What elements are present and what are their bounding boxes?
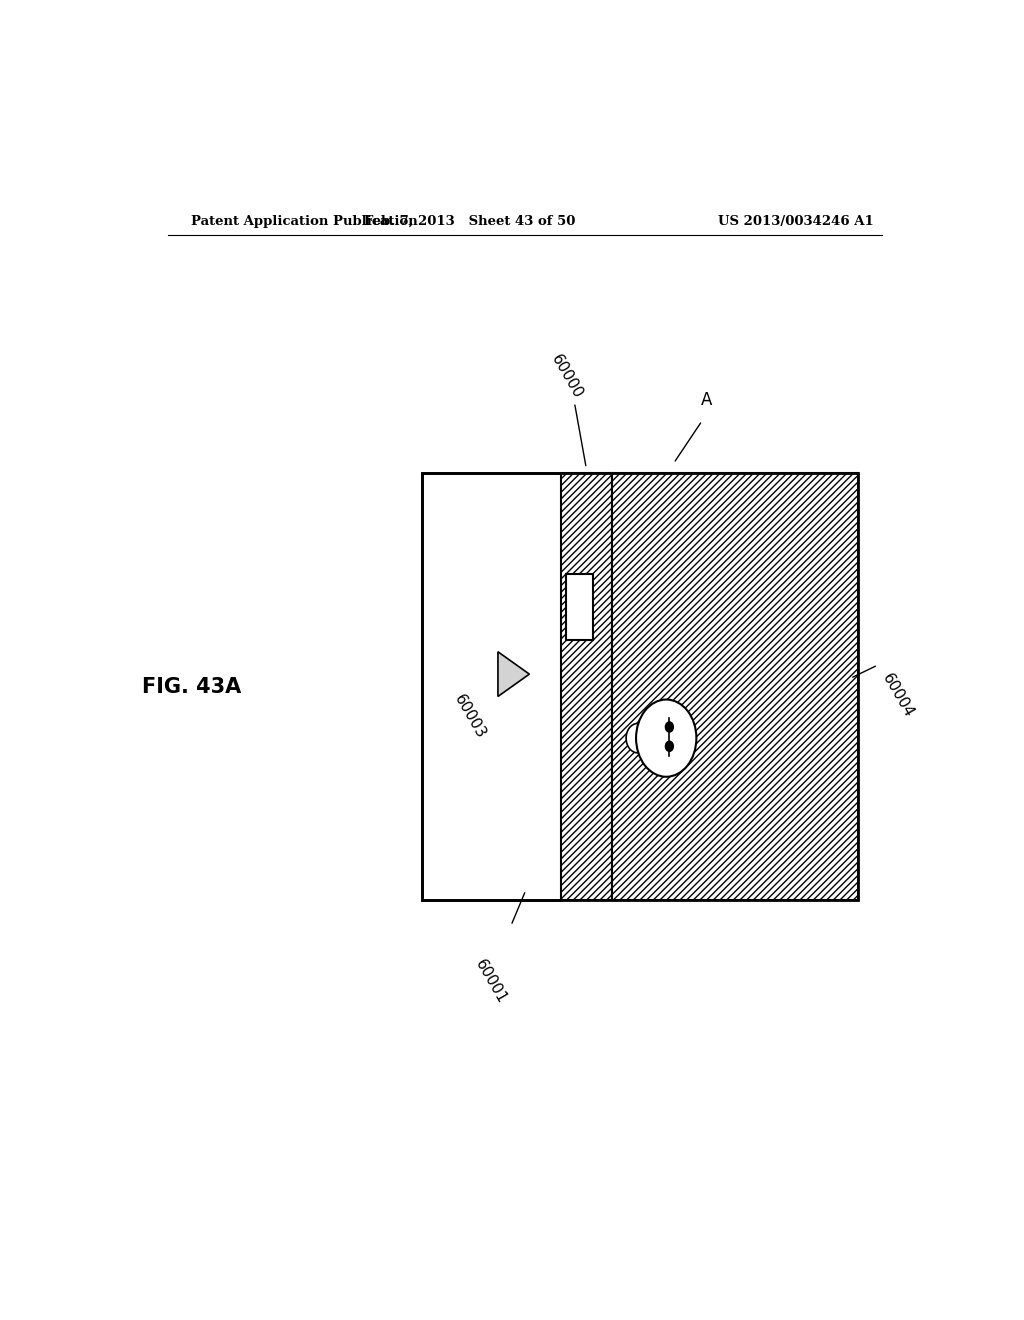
Bar bbox=[560, 474, 612, 900]
Polygon shape bbox=[498, 652, 529, 697]
Text: Patent Application Publication: Patent Application Publication bbox=[191, 215, 418, 228]
Text: FIG. 43A: FIG. 43A bbox=[142, 677, 241, 697]
Text: 60001: 60001 bbox=[472, 957, 510, 1006]
Bar bbox=[612, 474, 858, 900]
Text: 60003: 60003 bbox=[452, 692, 488, 742]
Text: US 2013/0034246 A1: US 2013/0034246 A1 bbox=[718, 215, 873, 228]
Text: 60000: 60000 bbox=[548, 352, 585, 401]
Text: 60004: 60004 bbox=[880, 671, 916, 721]
Circle shape bbox=[626, 723, 649, 752]
Bar bbox=[565, 574, 594, 640]
Circle shape bbox=[666, 722, 674, 733]
Circle shape bbox=[636, 700, 696, 776]
Circle shape bbox=[666, 742, 674, 751]
Text: Feb. 7, 2013   Sheet 43 of 50: Feb. 7, 2013 Sheet 43 of 50 bbox=[364, 215, 574, 228]
Bar bbox=[422, 474, 858, 900]
Text: A: A bbox=[700, 391, 712, 409]
Bar bbox=[422, 474, 560, 900]
